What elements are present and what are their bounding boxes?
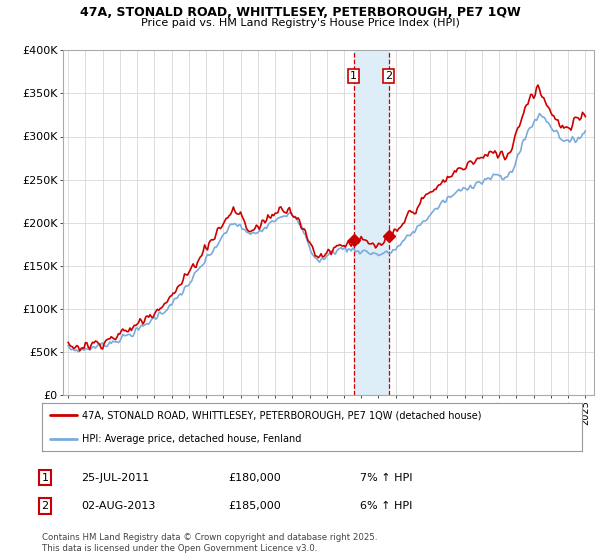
Text: Contains HM Land Registry data © Crown copyright and database right 2025.
This d: Contains HM Land Registry data © Crown c… xyxy=(42,533,377,553)
Text: 6% ↑ HPI: 6% ↑ HPI xyxy=(360,501,412,511)
Text: 7% ↑ HPI: 7% ↑ HPI xyxy=(360,473,413,483)
Text: £185,000: £185,000 xyxy=(228,501,281,511)
Text: HPI: Average price, detached house, Fenland: HPI: Average price, detached house, Fenl… xyxy=(83,434,302,444)
Text: 47A, STONALD ROAD, WHITTLESEY, PETERBOROUGH, PE7 1QW: 47A, STONALD ROAD, WHITTLESEY, PETERBORO… xyxy=(80,6,520,18)
Text: £180,000: £180,000 xyxy=(228,473,281,483)
Text: 47A, STONALD ROAD, WHITTLESEY, PETERBOROUGH, PE7 1QW (detached house): 47A, STONALD ROAD, WHITTLESEY, PETERBORO… xyxy=(83,410,482,420)
Text: 1: 1 xyxy=(41,473,49,483)
Text: Price paid vs. HM Land Registry's House Price Index (HPI): Price paid vs. HM Land Registry's House … xyxy=(140,18,460,28)
Text: 1: 1 xyxy=(350,71,357,81)
Text: 02-AUG-2013: 02-AUG-2013 xyxy=(81,501,155,511)
Text: 2: 2 xyxy=(41,501,49,511)
Text: 25-JUL-2011: 25-JUL-2011 xyxy=(81,473,149,483)
Bar xyxy=(353,50,389,395)
Text: 2: 2 xyxy=(385,71,392,81)
